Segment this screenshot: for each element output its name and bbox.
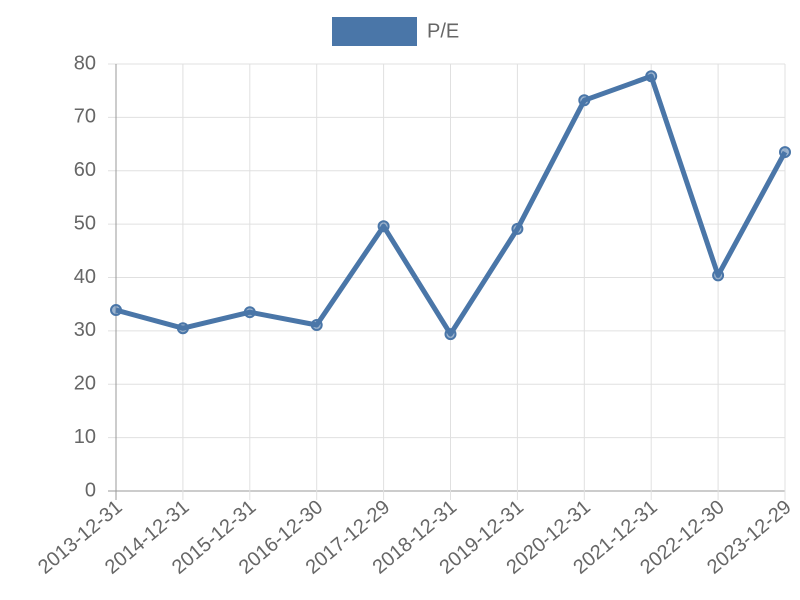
point [779, 146, 791, 159]
point [712, 269, 725, 282]
y-tick-label: 40 [74, 266, 96, 288]
y-tick-label: 80 [74, 52, 96, 74]
y-tick-label: 60 [74, 159, 96, 181]
point [578, 94, 591, 107]
point [243, 306, 256, 319]
legend-swatch [332, 17, 417, 46]
point [310, 319, 323, 332]
point [645, 70, 658, 83]
point [511, 222, 524, 235]
point [377, 220, 390, 233]
point [176, 322, 189, 335]
y-tick-label: 20 [74, 373, 96, 395]
point [444, 328, 457, 341]
y-tick-label: 50 [74, 212, 96, 234]
y-tick-label: 0 [85, 479, 96, 501]
point [110, 304, 122, 317]
legend-label: P/E [427, 20, 459, 42]
y-tick-label: 10 [74, 426, 96, 448]
y-tick-label: 70 [74, 106, 96, 128]
y-tick-label: 30 [74, 319, 96, 341]
